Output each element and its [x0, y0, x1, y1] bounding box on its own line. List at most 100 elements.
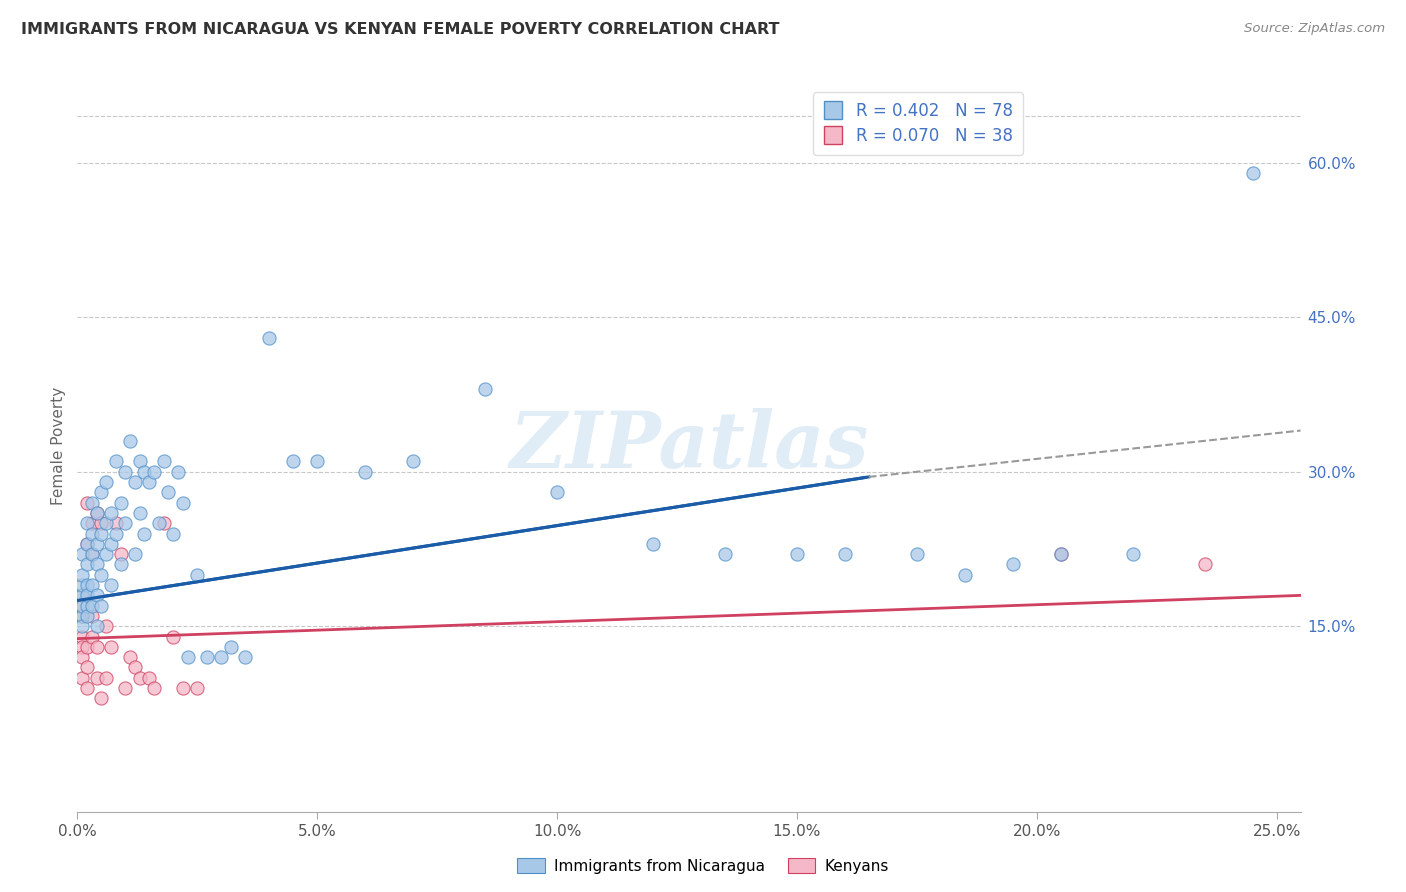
Point [110, 547, 132, 561]
Point [152, 516, 174, 531]
Point [134, 526, 156, 541]
Point [307, 454, 329, 468]
Point [76, 599, 98, 613]
Point [110, 496, 132, 510]
Point [70, 588, 93, 602]
Point [233, 650, 256, 665]
Point [70, 578, 93, 592]
Point [195, 650, 218, 665]
Point [76, 537, 98, 551]
Point [257, 331, 280, 345]
Point [86, 640, 108, 654]
Point [76, 681, 98, 695]
Point [70, 671, 93, 685]
Point [172, 681, 194, 695]
Point [80, 496, 103, 510]
Point [128, 454, 150, 468]
Point [143, 681, 166, 695]
Point [90, 516, 112, 531]
Point [162, 630, 184, 644]
Point [110, 558, 132, 572]
Point [70, 619, 93, 633]
Point [1001, 558, 1024, 572]
Point [100, 640, 122, 654]
Legend: R = 0.402   N = 78, R = 0.070   N = 38: R = 0.402 N = 78, R = 0.070 N = 38 [813, 92, 1024, 155]
Point [114, 681, 136, 695]
Point [80, 609, 103, 624]
Point [134, 465, 156, 479]
Point [80, 547, 103, 561]
Point [138, 475, 160, 489]
Point [70, 547, 93, 561]
Point [124, 475, 146, 489]
Point [114, 465, 136, 479]
Point [80, 547, 103, 561]
Point [128, 671, 150, 685]
Point [70, 599, 93, 613]
Point [834, 547, 856, 561]
Point [354, 465, 377, 479]
Point [70, 588, 93, 602]
Point [474, 382, 496, 396]
Point [124, 547, 146, 561]
Point [76, 578, 98, 592]
Point [94, 547, 117, 561]
Point [114, 516, 136, 531]
Point [176, 650, 198, 665]
Point [70, 599, 93, 613]
Point [209, 650, 232, 665]
Point [186, 681, 208, 695]
Point [1049, 547, 1071, 561]
Point [80, 630, 103, 644]
Point [86, 506, 108, 520]
Point [143, 465, 166, 479]
Point [80, 578, 103, 592]
Legend: Immigrants from Nicaragua, Kenyans: Immigrants from Nicaragua, Kenyans [510, 852, 896, 880]
Point [100, 578, 122, 592]
Point [120, 434, 142, 448]
Point [76, 609, 98, 624]
Point [76, 537, 98, 551]
Point [186, 567, 208, 582]
Point [86, 588, 108, 602]
Point [124, 660, 146, 674]
Point [152, 454, 174, 468]
Point [104, 454, 127, 468]
Text: IMMIGRANTS FROM NICARAGUA VS KENYAN FEMALE POVERTY CORRELATION CHART: IMMIGRANTS FROM NICARAGUA VS KENYAN FEMA… [21, 22, 779, 37]
Point [157, 485, 180, 500]
Point [1194, 558, 1216, 572]
Point [86, 506, 108, 520]
Point [104, 516, 127, 531]
Point [90, 485, 112, 500]
Point [953, 567, 976, 582]
Point [172, 496, 194, 510]
Point [162, 526, 184, 541]
Point [120, 650, 142, 665]
Point [100, 537, 122, 551]
Point [402, 454, 425, 468]
Point [70, 609, 93, 624]
Point [283, 454, 305, 468]
Point [76, 660, 98, 674]
Point [148, 516, 170, 531]
Point [94, 619, 117, 633]
Point [219, 640, 242, 654]
Point [641, 537, 664, 551]
Point [76, 588, 98, 602]
Point [86, 558, 108, 572]
Point [90, 526, 112, 541]
Text: Source: ZipAtlas.com: Source: ZipAtlas.com [1244, 22, 1385, 36]
Point [76, 516, 98, 531]
Point [128, 506, 150, 520]
Point [1122, 547, 1144, 561]
Point [94, 671, 117, 685]
Point [905, 547, 928, 561]
Point [76, 558, 98, 572]
Point [167, 465, 190, 479]
Point [80, 526, 103, 541]
Point [86, 671, 108, 685]
Point [90, 691, 112, 706]
Point [94, 516, 117, 531]
Point [80, 599, 103, 613]
Point [90, 567, 112, 582]
